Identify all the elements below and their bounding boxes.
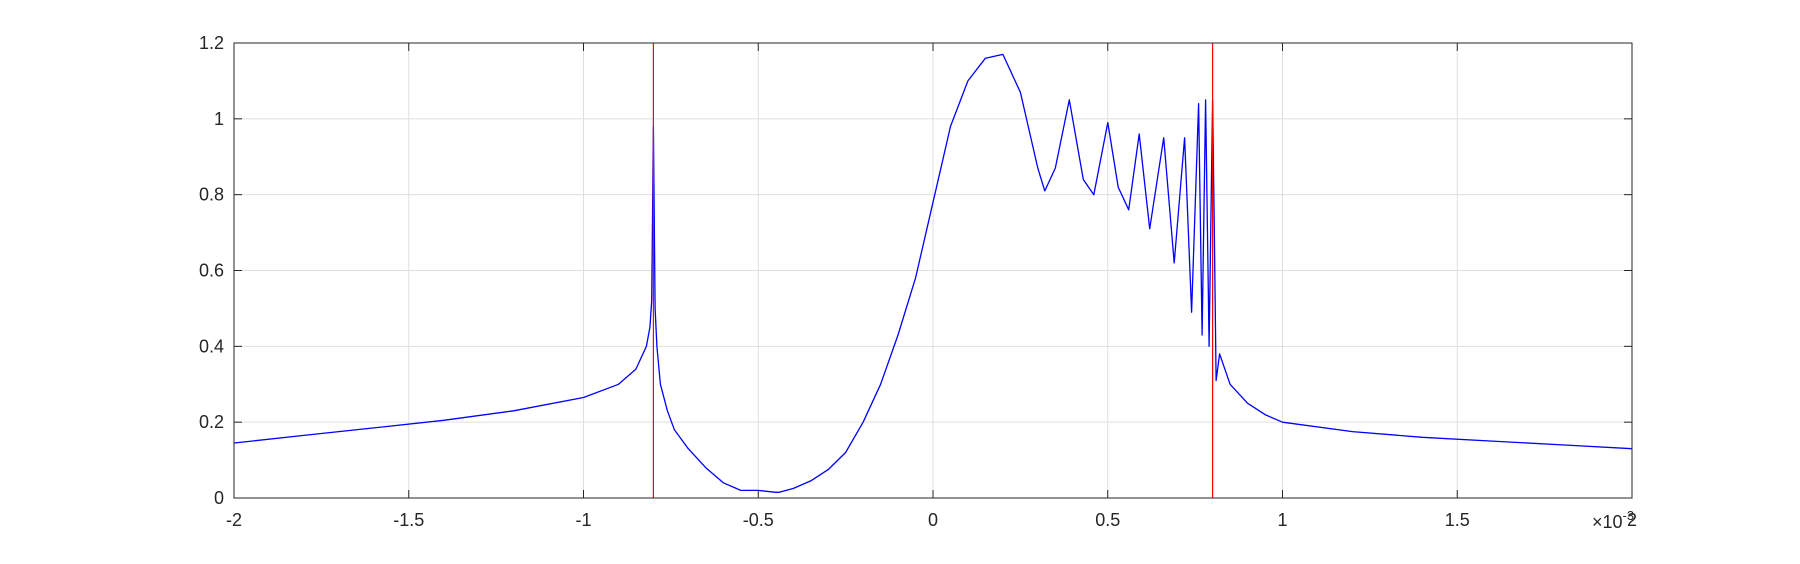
- x-tick-label: -0.5: [743, 510, 774, 530]
- y-tick-label: 0.4: [199, 336, 224, 356]
- y-tick-label: 0: [214, 488, 224, 508]
- x-tick-label: 2: [1627, 510, 1637, 530]
- y-tick-label: 0.2: [199, 412, 224, 432]
- x-tick-label: -1.5: [393, 510, 424, 530]
- series-layer: [233, 53, 1633, 493]
- y-tick-label: 1: [214, 109, 224, 129]
- y-tick-label: 0.6: [199, 261, 224, 281]
- series-line: [233, 53, 1633, 493]
- exponent-base: 10: [1603, 512, 1623, 532]
- x-tick-label: -2: [226, 510, 242, 530]
- y-tick-label: 1.2: [199, 33, 224, 53]
- x-tick-label: 1.5: [1445, 510, 1470, 530]
- x-tick-label: 0.5: [1095, 510, 1120, 530]
- vertical-lines: [652, 43, 1214, 498]
- x-tick-label: 0: [928, 510, 938, 530]
- x-axis-exponent: ×10-3: [1592, 508, 1634, 532]
- y-tick-label: 0.8: [199, 185, 224, 205]
- exponent-power: -3: [1623, 508, 1635, 523]
- x-tick-label: -1: [575, 510, 591, 530]
- tick-labels: -2 -1.5 -1 -0.5 0 0.5 1 1.5 2 0 0.2 0.4 0.6 0.8 1 1.2: [199, 33, 1637, 530]
- x-tick-label: 1: [1277, 510, 1287, 530]
- ticks: [233, 42, 1633, 499]
- exponent-times: ×: [1592, 512, 1603, 532]
